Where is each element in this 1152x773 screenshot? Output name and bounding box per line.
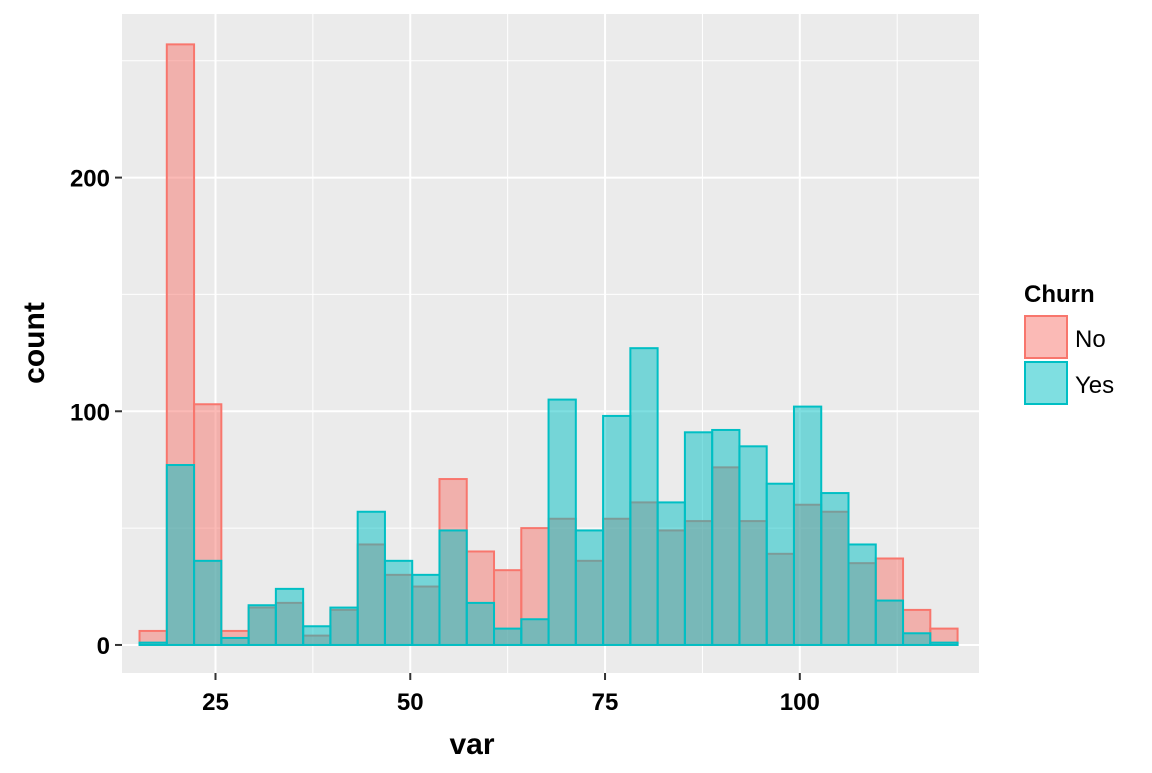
bars-yes-series (138, 347, 959, 646)
bar-yes (902, 632, 932, 646)
bar-yes (465, 601, 496, 646)
x-tick-label: 25 (202, 689, 229, 716)
y-tick-label: 200 (70, 166, 110, 193)
bar-yes (765, 482, 795, 646)
y-axis-title: count (18, 302, 51, 384)
bar-yes (193, 559, 223, 646)
bar-yes (138, 641, 168, 646)
legend-title: Churn (1024, 281, 1095, 308)
axis-ticks (115, 176, 801, 680)
legend: Churn No Yes (1024, 281, 1114, 405)
legend-key-no (1024, 315, 1068, 359)
x-tick-label: 100 (780, 689, 820, 716)
bar-yes (165, 464, 196, 646)
legend-key-yes (1024, 361, 1068, 405)
bar-yes (874, 599, 905, 646)
y-tick-label: 0 (97, 633, 110, 660)
bar-yes (929, 641, 959, 646)
bar-yes (711, 428, 741, 646)
grid-minor (122, 14, 979, 673)
bar-yes (547, 398, 577, 646)
bar-yes (738, 445, 768, 646)
bar-yes (329, 606, 359, 646)
bar-yes (520, 618, 550, 646)
bar-yes (656, 501, 686, 646)
bar-yes (220, 636, 250, 646)
bar-yes (302, 625, 332, 646)
bar-yes (847, 543, 877, 646)
bar-yes (683, 431, 714, 646)
bar-yes (247, 604, 277, 646)
bar-yes (493, 627, 523, 646)
bar-yes (383, 559, 414, 646)
bar-yes (274, 587, 305, 646)
legend-label-no: No (1075, 326, 1106, 353)
legend-label-yes: Yes (1075, 372, 1114, 399)
tick-labels: 25 50 75 100 0 100 200 (70, 166, 820, 716)
bar-yes (411, 573, 441, 646)
bar-yes (629, 347, 659, 646)
y-tick-label: 100 (70, 399, 110, 426)
bar-yes (356, 510, 386, 646)
x-axis-title: var (449, 728, 494, 761)
bar-yes (820, 492, 850, 646)
bar-yes (792, 405, 823, 646)
x-tick-label: 75 (592, 689, 619, 716)
x-tick-label: 50 (397, 689, 424, 716)
bar-yes (438, 529, 468, 646)
bar-yes (602, 414, 632, 646)
bar-yes (574, 529, 605, 646)
